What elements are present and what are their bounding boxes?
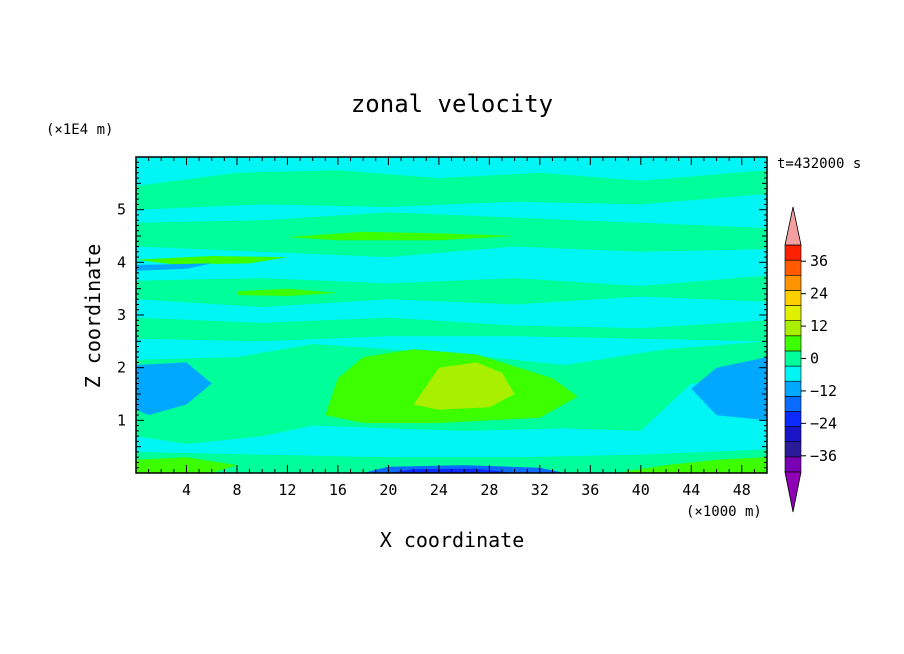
- x-tick-label: 12: [278, 481, 296, 499]
- region-band-3.6: [136, 275, 767, 308]
- colorbar-swatch: [784, 456, 802, 473]
- x-tick-label: 28: [480, 481, 498, 499]
- colorbar-swatch: [784, 305, 802, 321]
- y-tick-label: 2: [117, 359, 126, 377]
- colorbar-swatch: [784, 411, 802, 427]
- colorbar-swatch: [784, 320, 802, 337]
- region-band-5.5: [136, 170, 767, 210]
- x-tick-label: 48: [733, 481, 751, 499]
- x-tick-label: 40: [632, 481, 650, 499]
- region-bottom-green: [136, 449, 767, 473]
- x-tick-label: 44: [682, 481, 700, 499]
- x-axis-label: X coordinate: [380, 528, 525, 552]
- colorbar-swatch: [784, 396, 802, 412]
- colorbar-over-triangle: [784, 206, 802, 246]
- y-tick-label: 5: [117, 201, 126, 219]
- y-axis-label: Z coordinate: [81, 244, 105, 389]
- y-units-label: (×1E4 m): [46, 122, 113, 138]
- colorbar-tick-label: −12: [810, 382, 837, 400]
- x-tick-label: 16: [329, 481, 347, 499]
- region-cyan-left: [136, 362, 212, 416]
- colorbar-under-triangle: [784, 471, 802, 513]
- y-tick-label: 4: [117, 253, 126, 271]
- colorbar-swatch: [784, 365, 802, 382]
- x-units-label: (×1000 m): [686, 504, 762, 520]
- colorbar-tick-label: −24: [810, 414, 837, 432]
- region-streak-3.4: [237, 288, 338, 296]
- x-tick-label: 4: [182, 481, 191, 499]
- colorbar-swatch: [784, 259, 802, 276]
- colorbar-tick-label: 0: [810, 350, 819, 368]
- x-tick-label: 20: [379, 481, 397, 499]
- region-streak-4.5: [287, 231, 515, 241]
- x-tick-label: 36: [581, 481, 599, 499]
- colorbar-swatch: [784, 290, 802, 306]
- x-tick-label: 8: [232, 481, 241, 499]
- time-label: t=432000 s: [777, 156, 861, 172]
- colorbar-swatch: [784, 335, 802, 352]
- y-tick-label: 1: [117, 411, 126, 429]
- x-tick-label: 32: [531, 481, 549, 499]
- region-teal-3.8: [136, 263, 212, 271]
- colorbar-tick-label: 24: [810, 285, 828, 303]
- contour-field: [136, 157, 767, 473]
- colorbar-tick-label: 36: [810, 252, 828, 270]
- region-band-2.8: [136, 317, 767, 342]
- region-y-core: [413, 362, 515, 410]
- colorbar-swatch: [784, 244, 802, 261]
- colorbar-tick-label: −36: [810, 447, 837, 465]
- colorbar-swatch: [784, 441, 802, 458]
- x-tick-label: 24: [430, 481, 448, 499]
- chart-title: zonal velocity: [351, 90, 553, 118]
- x-axis: 4 8 12 16 20 24 28 32 36 40 44 48: [148, 157, 755, 499]
- colorbar-swatch: [784, 380, 802, 397]
- colorbar-tick-label: 12: [810, 317, 828, 335]
- colorbar-swatch: [784, 426, 802, 443]
- colorbar: 36 24 12 0 −12 −24 −36: [784, 206, 837, 513]
- region-streak-4.0: [136, 256, 288, 265]
- colorbar-swatch: [784, 350, 802, 367]
- y-tick-label: 3: [117, 306, 126, 324]
- colorbar-swatch: [784, 274, 802, 291]
- y-axis: 1 2 3 4 5: [117, 161, 767, 469]
- region-cyan-right: [691, 357, 767, 421]
